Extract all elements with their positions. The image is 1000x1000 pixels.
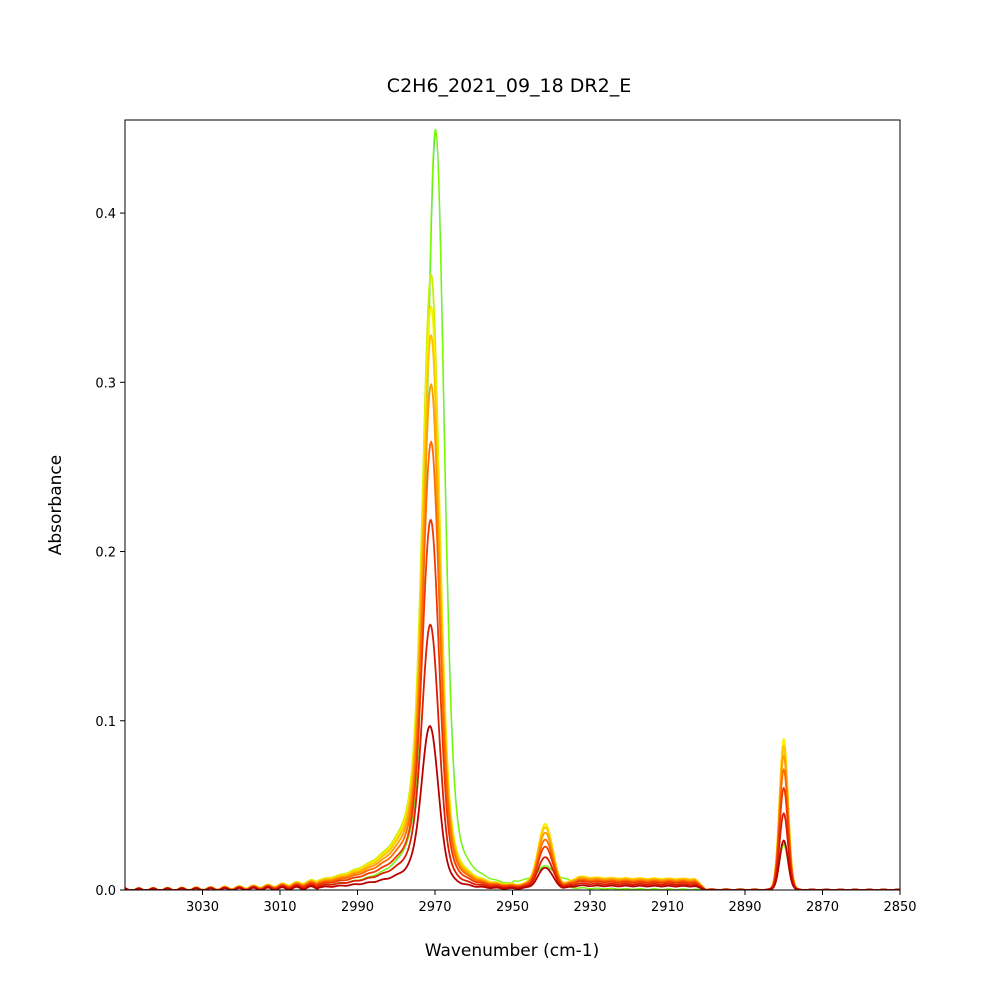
x-tick-label: 2910 [651,900,684,915]
x-axis-label: Wavenumber (cm-1) [425,941,600,961]
y-tick-label: 0.2 [95,546,116,561]
y-axis-label: Absorbance [46,455,66,555]
x-tick-label: 2930 [573,900,606,915]
x-tick-label: 2970 [418,900,451,915]
x-tick-label: 2850 [883,900,916,915]
x-tick-label: 3010 [263,900,296,915]
x-axis-ticks: 3030 3010 2990 2970 2950 2930 2910 2890 2870 2850 [186,890,917,915]
x-tick-label: 3030 [186,900,219,915]
spectrum-line-5 [125,334,900,890]
x-tick-label: 2950 [496,900,529,915]
spectrum-line-3 [125,273,900,890]
plot-frame [124,119,901,891]
chart-title: C2H6_2021_09_18 DR2_E [387,75,631,97]
spectrum-line-10 [125,725,900,890]
spectrum-line-1 [125,131,900,890]
x-tick-label: 2990 [341,900,374,915]
y-tick-label: 0.0 [95,884,116,899]
y-axis-ticks: 0.0 0.1 0.2 0.3 0.4 [95,207,125,899]
x-tick-label: 2870 [806,900,839,915]
y-tick-label: 0.4 [95,207,116,222]
spectrum-line-4 [125,305,900,890]
x-tick-label: 2890 [728,900,761,915]
spectrum-line-8 [125,519,900,890]
y-tick-label: 0.1 [95,715,116,730]
spectrum-line-2 [125,128,900,890]
y-tick-label: 0.3 [95,376,116,391]
spectrum-line-7 [125,440,900,890]
series-lines [125,128,900,890]
